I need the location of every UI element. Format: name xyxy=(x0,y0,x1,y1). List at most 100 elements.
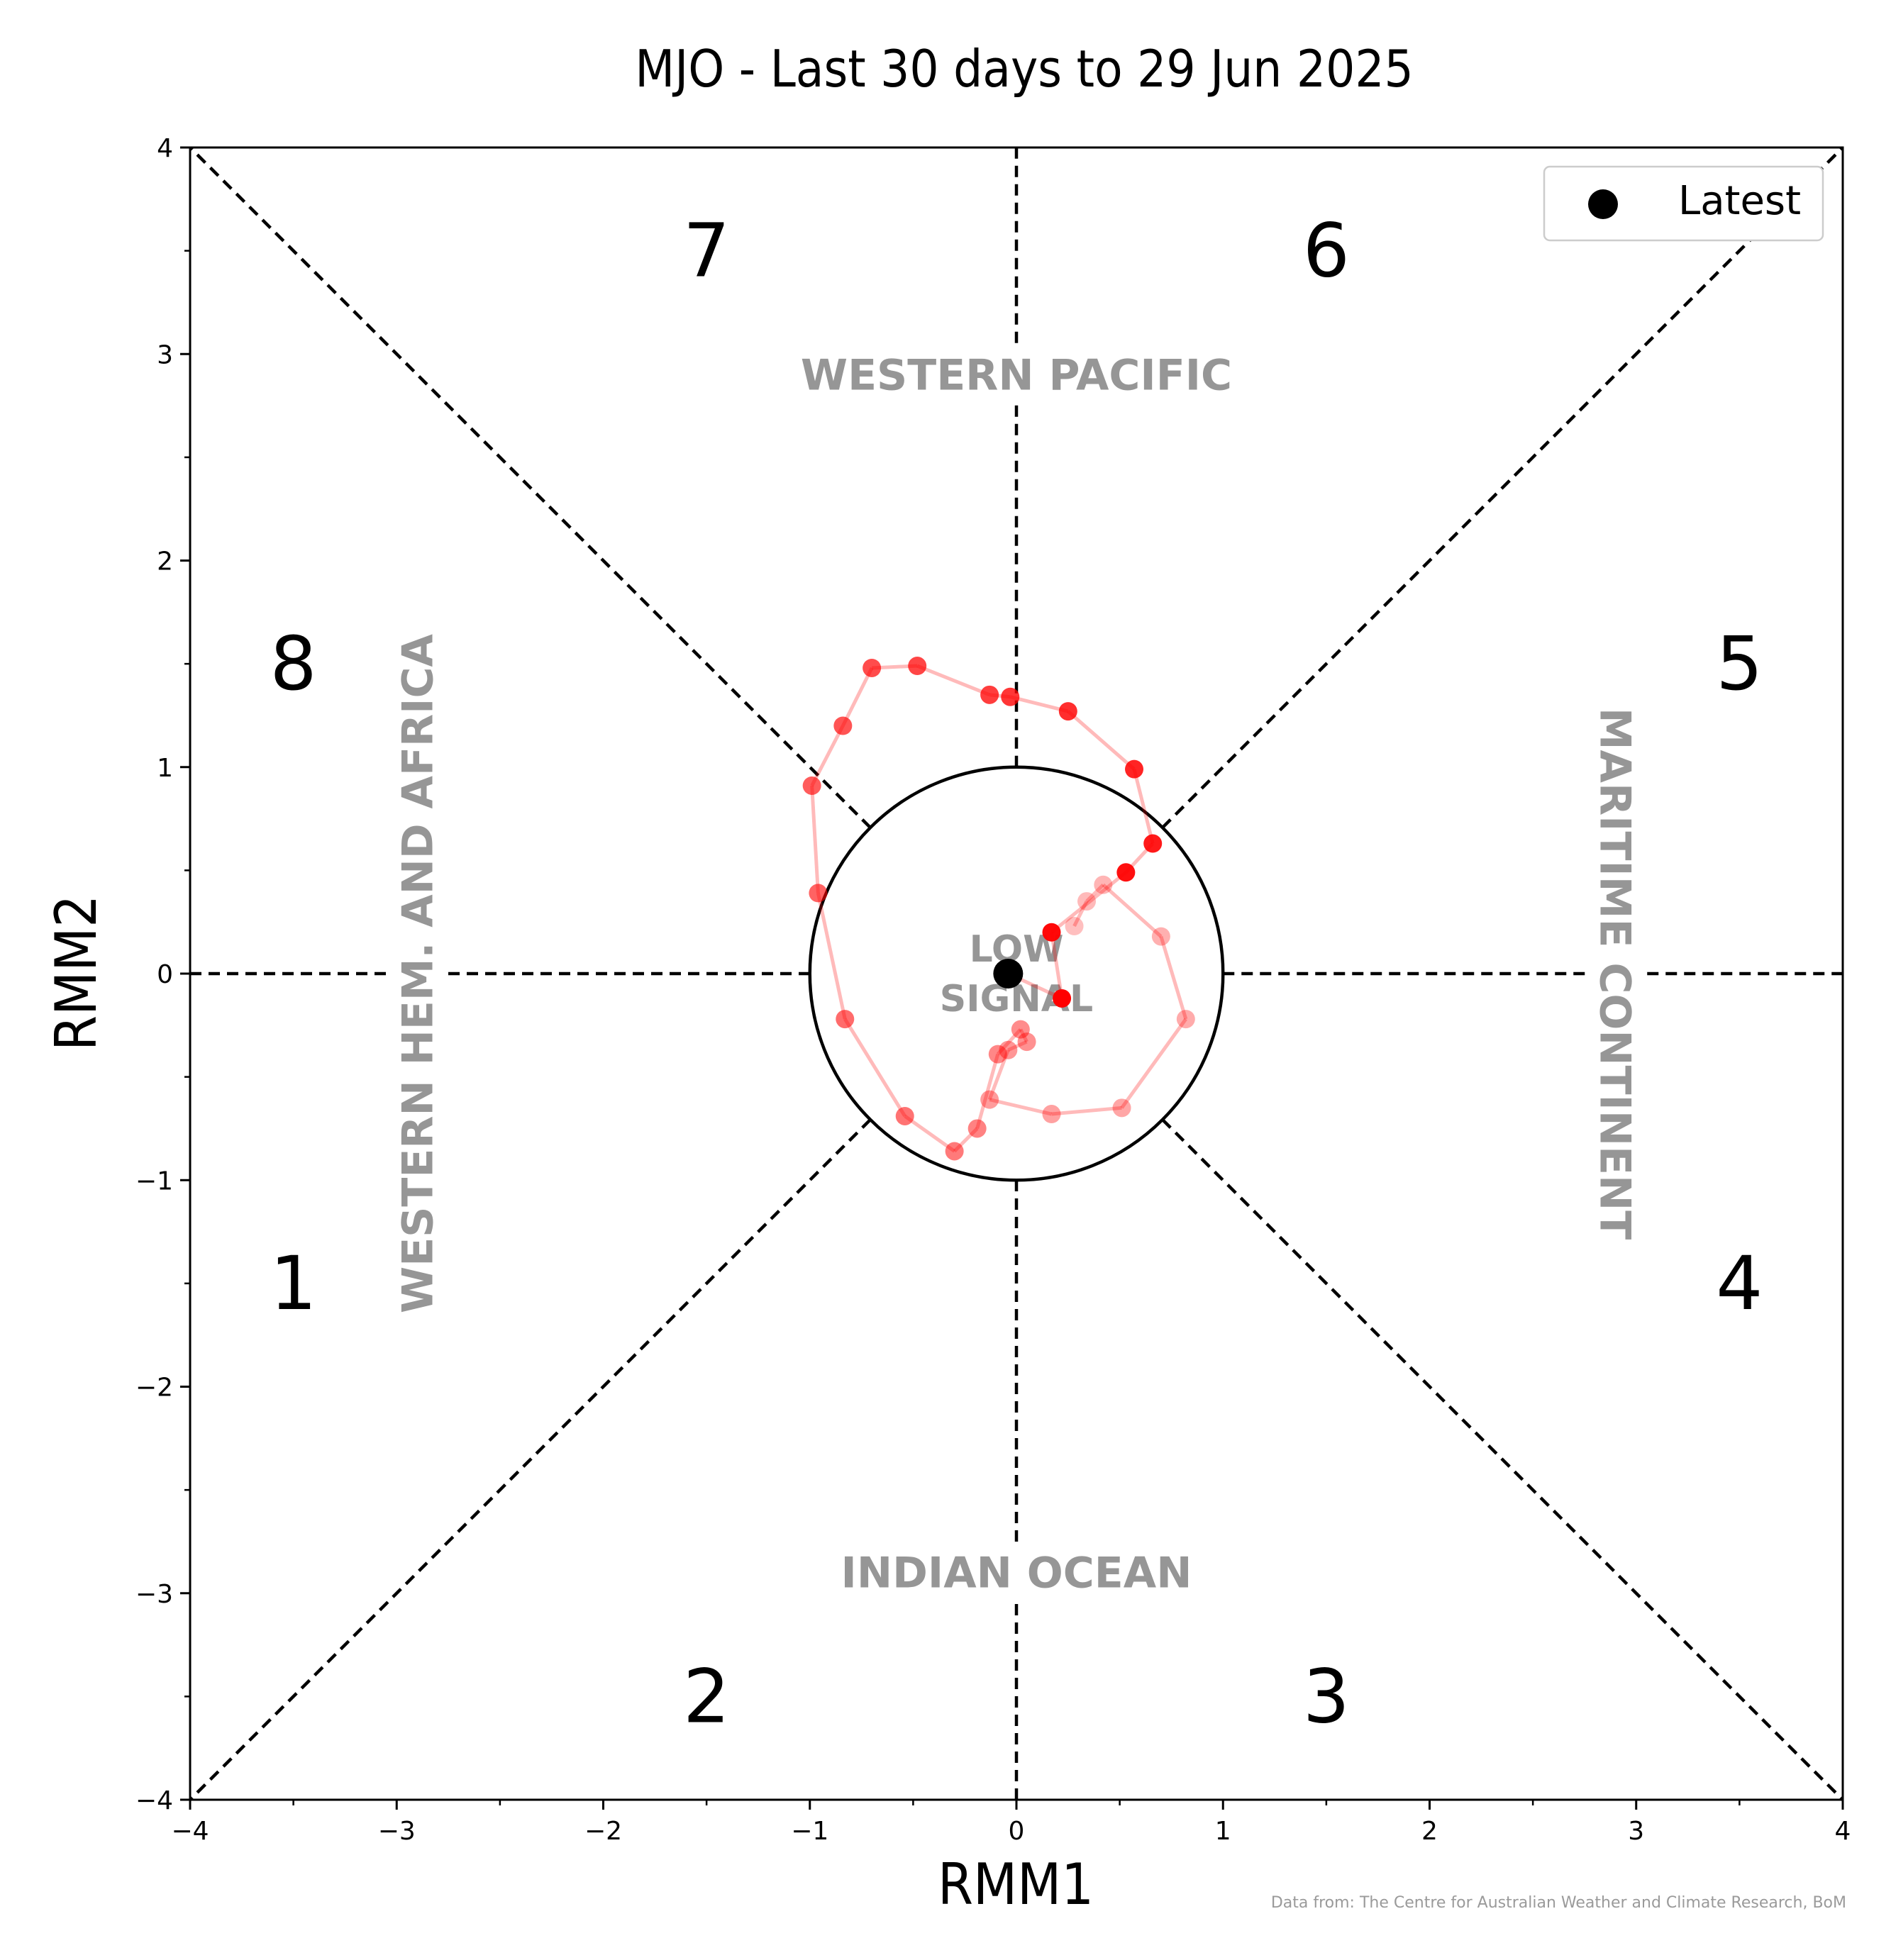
x-tick-label: 2 xyxy=(1421,1817,1438,1846)
trajectory-point xyxy=(908,657,927,676)
trajectory-segment xyxy=(1102,883,1163,938)
legend: Latest xyxy=(1543,165,1824,242)
phase-label-8: 8 xyxy=(270,620,317,707)
y-tick-label: 1 xyxy=(157,754,173,783)
x-tick-label: −3 xyxy=(378,1817,416,1846)
trajectory-point xyxy=(863,658,882,677)
region-western-pacific: WESTERN PACIFIC xyxy=(801,350,1232,400)
trajectory-point xyxy=(980,1090,999,1109)
trajectory-segment xyxy=(816,892,847,1020)
x-tick-label: −2 xyxy=(584,1817,622,1846)
trajectory-point xyxy=(809,884,828,903)
trajectory-point xyxy=(1094,875,1113,894)
trajectory-point xyxy=(1151,927,1170,946)
region-indian-ocean: INDIAN OCEAN xyxy=(841,1549,1192,1598)
trajectory-segment xyxy=(1051,1106,1122,1116)
x-tick-label: −1 xyxy=(791,1817,828,1846)
trajectory-segment xyxy=(1159,935,1188,1020)
trajectory-segment xyxy=(916,664,991,697)
trajectory-segment xyxy=(841,667,874,727)
phase-label-7: 7 xyxy=(683,208,730,294)
trajectory-segment xyxy=(1009,695,1069,713)
trajectory-point xyxy=(1065,917,1084,936)
trajectory-point xyxy=(1011,1020,1030,1039)
y-tick-label: 4 xyxy=(157,134,173,163)
x-tick-label: 3 xyxy=(1628,1817,1644,1846)
trajectory-segment xyxy=(975,1053,1000,1130)
trajectory-segment xyxy=(1085,883,1105,903)
trajectory-point xyxy=(836,1010,855,1029)
chart-title: MJO - Last 30 days to 29 Jun 2025 xyxy=(635,39,1414,99)
y-axis-label: RMM2 xyxy=(43,895,109,1051)
trajectory-point xyxy=(1077,892,1097,911)
x-axis-label: RMM1 xyxy=(938,1852,1094,1917)
trajectory-segment xyxy=(1067,710,1136,771)
region-maritime-continent: MARITIME CONTINENT xyxy=(1590,708,1640,1240)
trajectory-point xyxy=(945,1142,964,1161)
trajectory-point xyxy=(1042,1105,1061,1124)
trajectory-point xyxy=(980,685,999,704)
trajectory-segment xyxy=(1072,900,1089,928)
guide-diagonal-bottom-left xyxy=(189,1118,872,1801)
data-credit: Data from: The Centre for Australian Wea… xyxy=(1271,1894,1846,1912)
guide-diagonal-top-left xyxy=(189,146,872,829)
region-western-hem-africa: WESTERN HEM. AND AFRICA xyxy=(393,633,443,1313)
trajectory-point xyxy=(1143,834,1163,853)
trajectory-point xyxy=(988,1045,1007,1064)
y-tick-label: −1 xyxy=(135,1166,173,1196)
trajectory-segment xyxy=(904,1114,956,1153)
region-bottom-backing xyxy=(831,1544,1202,1603)
trajectory-segment xyxy=(1019,1028,1028,1043)
trajectory-segment xyxy=(1120,1018,1187,1109)
trajectory-segment xyxy=(1050,871,1127,934)
phase-label-6: 6 xyxy=(1303,208,1350,294)
trajectory-segment xyxy=(1007,1040,1028,1052)
phase-labels: 1 2 3 4 5 6 7 8 xyxy=(270,208,1763,1740)
trajectory-point xyxy=(1125,759,1144,779)
x-tick-label: 0 xyxy=(1009,1817,1025,1846)
trajectory-segment xyxy=(810,725,845,787)
y-tick-label: −4 xyxy=(135,1786,173,1815)
trajectory-segment xyxy=(996,1028,1022,1056)
x-tick-label: 4 xyxy=(1835,1817,1851,1846)
phase-label-3: 3 xyxy=(1303,1653,1350,1739)
trajectory-point xyxy=(1017,1032,1036,1052)
phase-label-1: 1 xyxy=(270,1240,317,1327)
trajectory-point xyxy=(967,1119,987,1138)
region-right-backing xyxy=(1585,697,1644,1250)
x-axis-ticks: −4 −3 −2 −1 0 1 2 3 4 xyxy=(171,1800,1851,1846)
y-tick-label: 3 xyxy=(157,340,173,369)
trajectory-point xyxy=(999,1040,1018,1059)
trajectory-point xyxy=(1112,1098,1131,1118)
trajectory-point xyxy=(1053,989,1072,1008)
trajectory-point xyxy=(833,716,853,735)
region-top-backing xyxy=(790,346,1243,405)
y-tick-label: −2 xyxy=(135,1374,173,1403)
trajectory-segment xyxy=(989,1098,1053,1116)
phase-label-4: 4 xyxy=(1716,1240,1763,1327)
y-tick-label: 0 xyxy=(157,960,173,989)
trajectory-segment xyxy=(1132,769,1155,845)
latest-point xyxy=(993,959,1024,989)
region-left-backing xyxy=(389,623,448,1323)
trajectory-segment xyxy=(810,785,820,893)
trajectory-point xyxy=(1058,702,1077,721)
trajectory-point xyxy=(802,776,821,795)
x-tick-label: −4 xyxy=(171,1817,209,1846)
trajectory-segment xyxy=(987,1049,1010,1101)
y-tick-label: 2 xyxy=(157,547,173,577)
y-tick-label: −3 xyxy=(135,1580,173,1609)
mjo-trajectory xyxy=(802,657,1195,1161)
trajectory-point xyxy=(1116,863,1136,882)
trajectory-point xyxy=(1001,687,1020,706)
trajectory-point xyxy=(895,1106,914,1125)
legend-latest-label: Latest xyxy=(1678,178,1801,224)
x-tick-label: 1 xyxy=(1215,1817,1231,1846)
guide-diagonal-top-right xyxy=(1161,146,1844,829)
trajectory-segment xyxy=(843,1018,906,1118)
guide-diagonal-bottom-right xyxy=(1161,1118,1844,1801)
low-signal-circle xyxy=(808,765,1225,1182)
trajectory-segment xyxy=(1050,932,1064,999)
y-axis-ticks: −4 −3 −2 −1 0 1 2 3 4 xyxy=(135,134,190,1815)
